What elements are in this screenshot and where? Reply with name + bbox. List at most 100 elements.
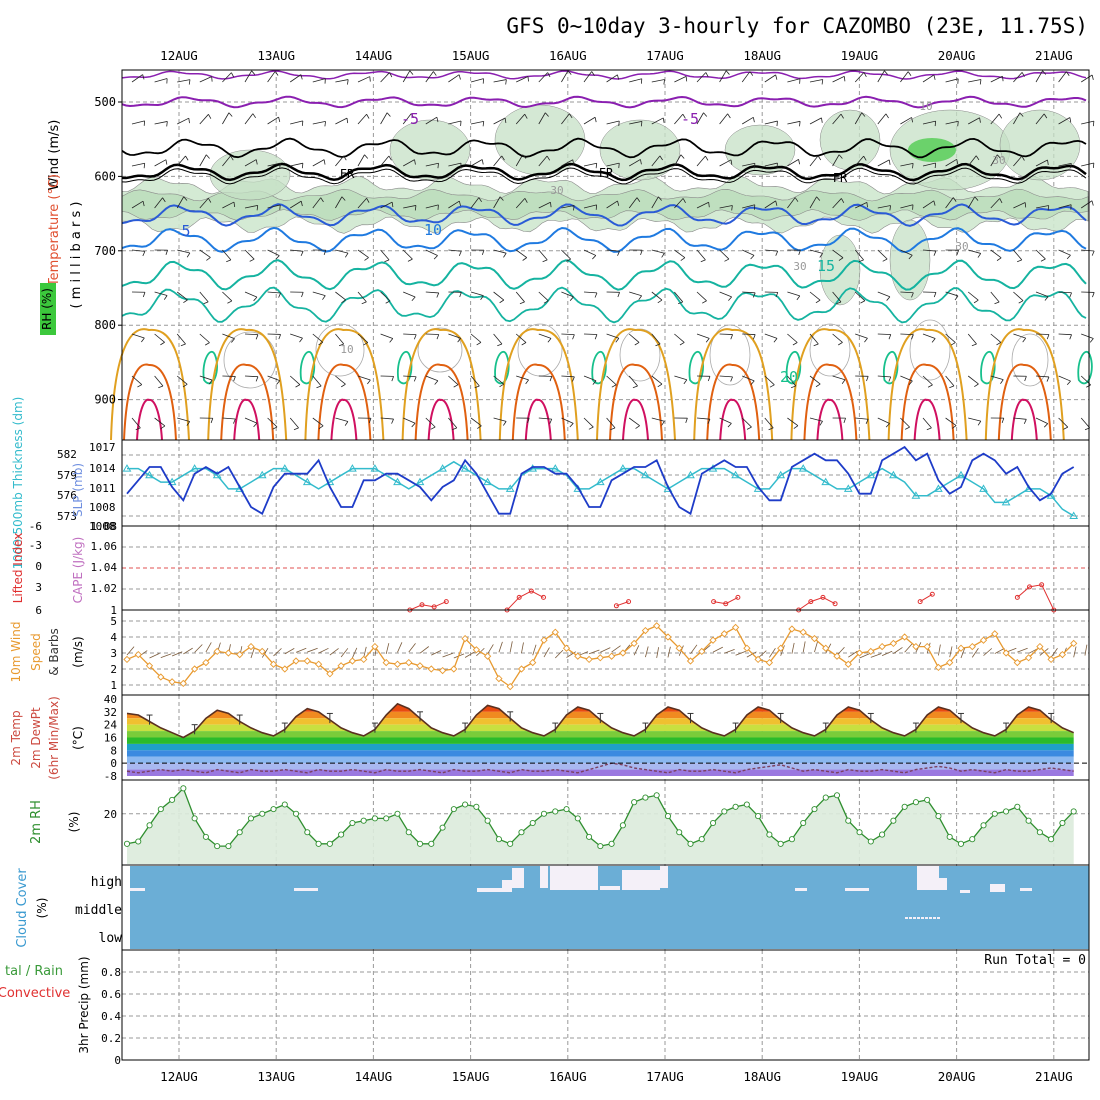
wind-barb xyxy=(854,112,863,125)
wind-barb xyxy=(832,75,845,83)
wind-barb xyxy=(199,76,212,83)
wind-barb-flag xyxy=(295,384,301,388)
wind-barb-flag xyxy=(750,380,755,385)
wind-barb xyxy=(515,198,526,209)
wind-barb xyxy=(154,159,167,167)
wind-barb xyxy=(335,117,348,125)
wind-barb-flag xyxy=(979,117,981,123)
wind10-barb xyxy=(960,647,966,659)
wind-barb xyxy=(199,291,209,303)
wind-barb-flag xyxy=(594,292,598,298)
rh-point xyxy=(383,815,390,822)
wind-barb xyxy=(380,249,390,261)
wind-barb xyxy=(1058,117,1071,125)
isotherm-plus15 xyxy=(121,259,1087,291)
wind10-point xyxy=(799,628,807,636)
wind-barb xyxy=(990,333,1002,343)
wind10-point xyxy=(900,633,909,641)
wind-barb xyxy=(967,155,977,167)
wind-barb xyxy=(154,375,164,387)
rh-point xyxy=(957,840,965,847)
thickness-point xyxy=(889,470,898,479)
wind-barb-flag xyxy=(817,155,822,161)
wind-barb xyxy=(493,196,501,209)
wind-barb-flag xyxy=(182,383,188,388)
wind-barb xyxy=(719,375,733,378)
cloud-gap xyxy=(512,868,524,888)
wind10-point xyxy=(438,666,447,675)
wind-barb-flag xyxy=(501,155,505,161)
wind-barb xyxy=(1081,249,1095,252)
ylabel-precip: 3hr Precip (mm) xyxy=(77,956,91,1053)
wind-barb-flag xyxy=(1066,71,1070,76)
thickness-point xyxy=(618,464,628,472)
wind10-barb xyxy=(171,651,183,657)
wind-barb-flag xyxy=(685,418,688,424)
wind10-point xyxy=(202,658,210,667)
wind-barb-flag xyxy=(1091,250,1095,256)
rh-point xyxy=(338,831,345,838)
cloud-level: middle xyxy=(75,903,122,918)
thickness-point xyxy=(190,464,199,472)
wind-barb-flag xyxy=(769,384,775,388)
wind-barb xyxy=(719,159,732,167)
wind-barb-flag xyxy=(341,383,346,388)
thickness-point xyxy=(505,484,515,492)
wind-barb xyxy=(990,198,1000,209)
cloud-gap xyxy=(600,886,620,890)
wind-barb xyxy=(538,112,546,125)
wind-barb xyxy=(741,71,751,83)
wind-barb xyxy=(764,249,778,252)
wind-barb-flag xyxy=(163,295,168,300)
cape-point xyxy=(1014,594,1020,600)
wind-barb xyxy=(674,375,687,381)
wind-barb xyxy=(177,249,190,254)
wind-barb-flag xyxy=(707,376,711,382)
wind-barb-flag xyxy=(525,379,529,385)
wind-barb xyxy=(787,291,800,297)
wind-barb xyxy=(1080,200,1093,209)
wind-barb xyxy=(515,333,527,343)
wind-barb-flag xyxy=(226,259,232,263)
contour-label-rh10: 10 xyxy=(919,100,932,113)
rh-point xyxy=(980,822,987,829)
wind-barb-flag xyxy=(255,376,259,382)
wind-barb-flag xyxy=(843,76,846,82)
wind-barb-flag xyxy=(369,76,371,82)
wind-barb xyxy=(922,417,932,429)
wind-barb-flag xyxy=(951,425,957,429)
wind-barb-flag xyxy=(505,79,507,85)
wind-barb-flag xyxy=(569,296,574,301)
cape-point xyxy=(516,594,522,600)
isotherm-plus35 xyxy=(427,398,455,441)
wind-barb-flag xyxy=(682,198,686,203)
cloud-gap xyxy=(845,888,869,891)
wind-barb xyxy=(357,113,367,125)
wind-barb xyxy=(493,155,503,167)
wind-barb xyxy=(403,205,417,209)
wind10-point xyxy=(574,652,582,660)
wind-barb-flag xyxy=(954,295,959,301)
isotherm-plus10 xyxy=(121,226,1087,254)
wind-barb xyxy=(199,249,211,258)
isotherm-plus20 xyxy=(1077,350,1093,385)
wind-barb xyxy=(583,162,597,167)
date-label-bottom: 19AUG xyxy=(841,1069,879,1084)
temp-band xyxy=(127,737,1074,744)
wind10-barb xyxy=(1084,644,1088,656)
wind-barb-flag xyxy=(866,376,869,382)
cloud-gap xyxy=(550,866,598,890)
wind-barb-flag xyxy=(547,72,551,78)
rh-point xyxy=(788,836,795,843)
ylabel-temp-units: (°C) xyxy=(71,726,85,750)
wind-barb xyxy=(628,375,638,387)
wind-barb xyxy=(990,291,1000,303)
wind-barb-flag xyxy=(414,159,416,165)
wind-barb xyxy=(515,113,526,125)
wind-barb-flag xyxy=(142,292,146,298)
wind-barb xyxy=(719,205,733,209)
wind-barb xyxy=(945,158,957,167)
wind-barb-flag xyxy=(863,72,867,77)
wind-barb-flag xyxy=(323,249,327,255)
wind-barb xyxy=(900,291,914,294)
